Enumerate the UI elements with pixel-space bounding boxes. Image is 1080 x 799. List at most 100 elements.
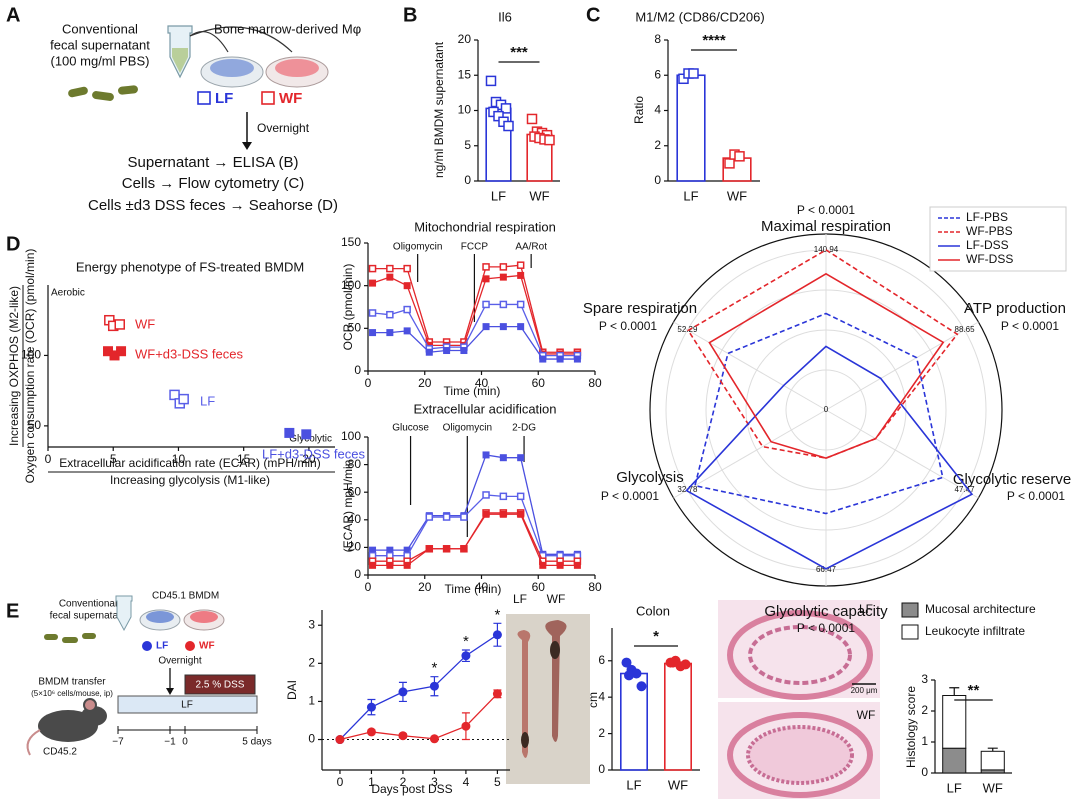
y-tick-label: 40 xyxy=(348,512,362,526)
x-tick-label: 60 xyxy=(532,580,546,594)
y-tick-label: 0 xyxy=(354,363,361,377)
panel-e-schematic: Conventional fecal supernatant CD45.1 BM… xyxy=(26,591,272,758)
y-tick-label: 10 xyxy=(458,103,472,117)
data-point xyxy=(369,561,377,569)
tissue-ring xyxy=(727,610,873,700)
data-point xyxy=(169,389,180,401)
y-tick-label: 100 xyxy=(21,348,41,362)
data-point xyxy=(631,668,642,679)
radar-p-label: P < 0.0001 xyxy=(797,621,855,635)
data-point xyxy=(460,513,468,521)
data-line xyxy=(339,693,498,741)
arrow-head xyxy=(166,688,174,695)
y-tick-label: 100 xyxy=(341,278,361,292)
group-label: LF xyxy=(156,641,168,652)
data-point xyxy=(556,355,564,363)
data-line xyxy=(372,454,578,555)
readout-text: Cells → Flow cytometry (C) xyxy=(122,175,305,192)
x-tick-label: 40 xyxy=(475,376,489,390)
y-tick-label: 2 xyxy=(308,656,315,670)
x-tick-label: 0 xyxy=(45,452,52,466)
bar-segment xyxy=(942,695,967,749)
tissue-ring xyxy=(727,712,873,798)
feces-icon xyxy=(82,633,96,639)
data-point xyxy=(573,355,581,363)
x-tick-label: LF xyxy=(947,780,962,795)
x-tick-label: 20 xyxy=(302,452,316,466)
x-axis-label: Increasing glycolysis (M1-like) xyxy=(110,473,270,487)
injection-label: FCCP xyxy=(461,242,489,253)
x-axis-label: Time (min) xyxy=(445,582,502,596)
injection-label: Glucose xyxy=(392,423,429,434)
step-text: Overnight xyxy=(257,121,310,135)
significance-label: *** xyxy=(510,44,528,61)
data-point xyxy=(443,347,451,355)
data-point xyxy=(398,687,408,697)
y-tick-label: 100 xyxy=(341,429,361,443)
data-point xyxy=(734,151,745,162)
x-tick-label: 0 xyxy=(365,376,372,390)
data-point xyxy=(688,68,699,79)
radar-series xyxy=(687,248,959,459)
x-tick-label: WF xyxy=(983,780,1003,795)
data-point xyxy=(499,300,508,309)
chart-title: M1/M2 (CD86/CD206) xyxy=(635,9,764,24)
source-text: fecal supernatant xyxy=(50,37,150,52)
y-tick-label: 20 xyxy=(458,32,472,46)
series-label: LF+d3-DSS feces xyxy=(262,446,365,461)
significance-label: **** xyxy=(702,32,726,49)
radar-axis-label: Maximal respiration xyxy=(761,218,891,235)
cells-text: CD45.1 BMDM xyxy=(152,591,219,602)
data-point xyxy=(284,427,295,438)
data-point xyxy=(461,721,471,731)
data-point xyxy=(492,689,502,699)
y-tick-label: 20 xyxy=(348,540,362,554)
error-bar xyxy=(987,747,998,752)
data-point xyxy=(680,659,691,670)
data-point xyxy=(386,329,394,337)
x-tick-label: 80 xyxy=(588,376,602,390)
data-point xyxy=(366,727,376,737)
data-point xyxy=(539,561,547,569)
tube-icon xyxy=(115,595,133,632)
y-tick-label: 1 xyxy=(921,734,928,748)
x-tick-label: 3 xyxy=(431,775,438,789)
cells-icon xyxy=(190,611,218,623)
data-point xyxy=(425,513,434,521)
diet-text: LF xyxy=(181,700,193,711)
data-point xyxy=(482,451,490,459)
diet-bar xyxy=(117,695,258,714)
chart-title: Il6 xyxy=(498,9,512,24)
x-tick-label: WF xyxy=(727,188,747,203)
y-tick-label: 50 xyxy=(348,321,362,335)
y-tick-label: 2 xyxy=(598,726,605,740)
source-text: Conventional xyxy=(59,599,117,610)
chart-title: Energy phenotype of FS-treated BMDM xyxy=(76,259,304,274)
x-tick-label: 40 xyxy=(475,580,489,594)
y-axis-label: Ratio xyxy=(632,96,646,124)
data-point xyxy=(429,681,439,691)
y-axis-label: Oxygen consumption rate (OCR) (pmol/min) xyxy=(23,249,37,484)
cells-icon xyxy=(210,59,254,77)
data-point xyxy=(517,454,525,462)
y-tick-label: 3 xyxy=(308,617,315,631)
y-tick-label: 5 xyxy=(464,138,471,152)
group-dot xyxy=(142,641,152,651)
legend-label: LF-PBS xyxy=(966,210,1008,224)
data-point xyxy=(368,309,377,317)
treatment-text: 2.5 % DSS xyxy=(196,680,245,691)
legend-swatch xyxy=(901,624,919,640)
timeline-label: −1 xyxy=(164,737,176,748)
timeline-label: 5 days xyxy=(242,737,271,748)
data-point xyxy=(499,492,508,501)
x-tick-label: LF xyxy=(626,777,641,792)
readout-text: Cells ±d3 DSS feces → Seahorse (D) xyxy=(88,197,338,214)
histology-images: LF WF 200 μm xyxy=(718,600,880,799)
x-tick-label: 15 xyxy=(237,452,251,466)
data-point xyxy=(517,323,525,331)
data-point xyxy=(621,657,632,668)
data-point xyxy=(403,282,411,290)
radar-center-label: 0 xyxy=(824,405,829,414)
radar-series xyxy=(693,312,944,515)
data-point xyxy=(517,510,525,518)
